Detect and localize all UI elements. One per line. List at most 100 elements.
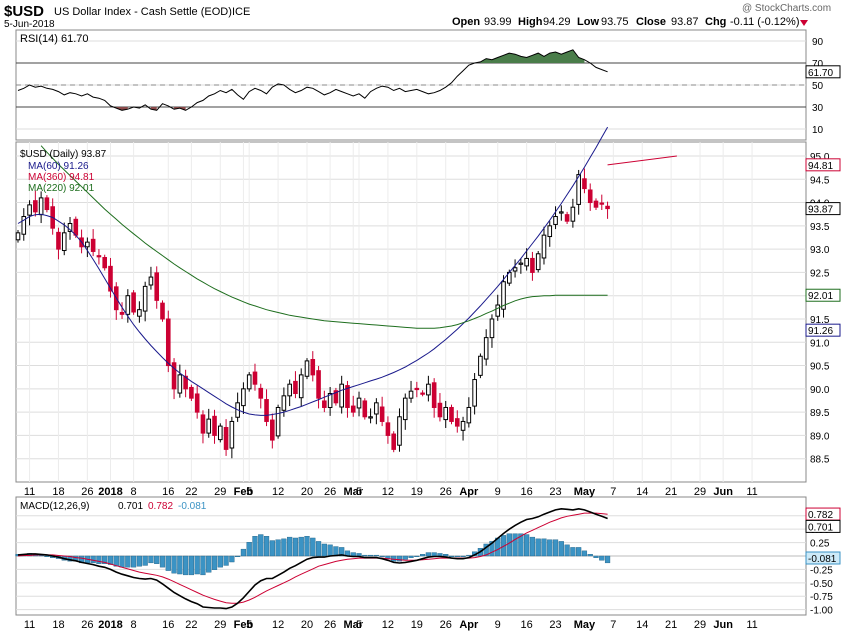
candle-body bbox=[85, 241, 90, 248]
price-tick-label: 89.5 bbox=[810, 408, 830, 419]
rsi-line bbox=[17, 49, 608, 111]
x-tick-label: 18 bbox=[52, 619, 64, 631]
x-tick-label: 14 bbox=[636, 486, 648, 498]
macd-histogram-bar bbox=[593, 555, 599, 558]
candle-body bbox=[501, 281, 506, 310]
ma360-price-tag-box bbox=[805, 158, 841, 172]
x-tick-label: 7 bbox=[610, 619, 616, 631]
macd-histogram-bar bbox=[310, 537, 316, 557]
candle-body bbox=[518, 262, 524, 265]
open-value: 93.99 bbox=[484, 16, 512, 28]
macd-histogram-bar bbox=[263, 536, 270, 557]
macd-panel: 0.750.500.250.00-0.25-0.50-0.75-1.000.78… bbox=[15, 507, 841, 617]
x-tick-label: May bbox=[574, 486, 596, 498]
macd-histogram-bar bbox=[130, 555, 137, 568]
candle-body bbox=[281, 395, 287, 411]
close-price-tag-box bbox=[805, 202, 841, 216]
ma60-price-tag-box bbox=[805, 323, 841, 337]
price-tick-label: 90.0 bbox=[810, 385, 830, 396]
rsi-tick-label: 50 bbox=[812, 81, 824, 92]
candle-body bbox=[599, 202, 605, 205]
macd-histogram-bar bbox=[362, 554, 368, 557]
candle-body bbox=[67, 223, 73, 232]
candle-body bbox=[535, 253, 541, 271]
macd-histogram-bar bbox=[107, 555, 114, 565]
candle-body bbox=[345, 385, 350, 408]
macd-histogram-bar bbox=[431, 552, 437, 557]
candle-body bbox=[229, 420, 235, 449]
candle-body bbox=[304, 360, 310, 377]
macd-histogram-bar bbox=[587, 554, 593, 557]
rsi-panel: 90 70 50 30 10 61.70 bbox=[16, 37, 841, 136]
candle-body bbox=[437, 402, 443, 418]
macd-histogram-bar bbox=[281, 538, 287, 557]
macd-signal-line bbox=[17, 512, 608, 604]
candle-body bbox=[275, 406, 281, 437]
x-tick-label: 23 bbox=[549, 619, 561, 631]
macd-tick-label: 0.25 bbox=[810, 539, 830, 550]
macd-histogram-bar bbox=[454, 555, 460, 558]
candle-body bbox=[119, 311, 125, 315]
x-tick-label: Jun bbox=[713, 486, 733, 498]
macd-histogram-bar bbox=[466, 554, 472, 557]
macd-histogram-bar bbox=[165, 555, 171, 571]
candle-body bbox=[414, 387, 420, 391]
macd-histogram-bar bbox=[148, 555, 154, 564]
macd-histogram-bar bbox=[356, 553, 362, 557]
macd-legend-macd: 0.701 bbox=[118, 501, 143, 512]
x-tick-label: 29 bbox=[694, 486, 706, 498]
candle-body bbox=[27, 204, 32, 216]
ma60-legend: MA(60) 91.26 bbox=[28, 161, 89, 172]
macd-histogram-bar bbox=[206, 555, 212, 573]
macd-histogram-bar bbox=[489, 541, 495, 557]
rsi-tick-label: 30 bbox=[812, 103, 824, 114]
macd-histogram-bar bbox=[524, 534, 530, 557]
macd-histogram-bar bbox=[298, 536, 304, 557]
macd-legend-label: MACD(12,26,9) bbox=[20, 501, 89, 512]
price-tick-label: 94.5 bbox=[810, 175, 830, 186]
macd-histogram-bar bbox=[258, 534, 264, 557]
candle-body bbox=[322, 400, 327, 408]
ma60-line bbox=[17, 126, 609, 416]
macd-histogram-bar bbox=[125, 555, 131, 568]
candle-body bbox=[593, 200, 599, 208]
x-tick-label: 5 bbox=[246, 486, 252, 498]
macd-histogram-bar bbox=[119, 555, 125, 568]
candle-body bbox=[356, 397, 362, 409]
macd-histogram-bar bbox=[552, 539, 559, 557]
macd-histogram-bar bbox=[246, 542, 252, 557]
x-tick-label: Apr bbox=[459, 619, 479, 631]
macd-histogram-bar bbox=[402, 555, 408, 560]
candle-body bbox=[466, 406, 472, 424]
macd-histogram-bar bbox=[287, 536, 293, 557]
candle-body bbox=[478, 355, 483, 376]
macd-histogram-bar bbox=[367, 554, 374, 557]
macd-histogram-bar bbox=[235, 555, 241, 558]
macd-histogram-bar bbox=[373, 554, 379, 557]
candle-body bbox=[108, 265, 113, 292]
x-tick-label: 12 bbox=[382, 486, 394, 498]
candle-body bbox=[148, 276, 154, 286]
x-tick-label: 20 bbox=[301, 486, 313, 498]
price-panel-frame bbox=[15, 141, 807, 483]
candle-body bbox=[327, 393, 333, 408]
macd-histogram-bar bbox=[159, 555, 166, 568]
chg-value: -0.11 (-0.12%) bbox=[730, 16, 800, 28]
candle-body bbox=[553, 216, 558, 225]
candle-body bbox=[408, 390, 414, 399]
x-tick-label: 16 bbox=[521, 619, 533, 631]
rsi-current-label-box bbox=[805, 65, 841, 79]
macd-histogram-bar bbox=[142, 555, 148, 566]
candle-body bbox=[38, 197, 44, 216]
candle-body bbox=[564, 214, 570, 222]
high-value: 94.29 bbox=[543, 16, 571, 28]
candle-body bbox=[541, 234, 547, 259]
x-tick-label: 5 bbox=[356, 486, 362, 498]
x-tick-label: 22 bbox=[185, 619, 197, 631]
candle-body bbox=[183, 375, 188, 390]
macd-histogram-bar bbox=[547, 539, 553, 557]
macd-tick-label: -0.75 bbox=[810, 592, 833, 603]
rsi-overbought-fill bbox=[480, 49, 585, 63]
price-tick-label: 93.0 bbox=[810, 245, 830, 256]
